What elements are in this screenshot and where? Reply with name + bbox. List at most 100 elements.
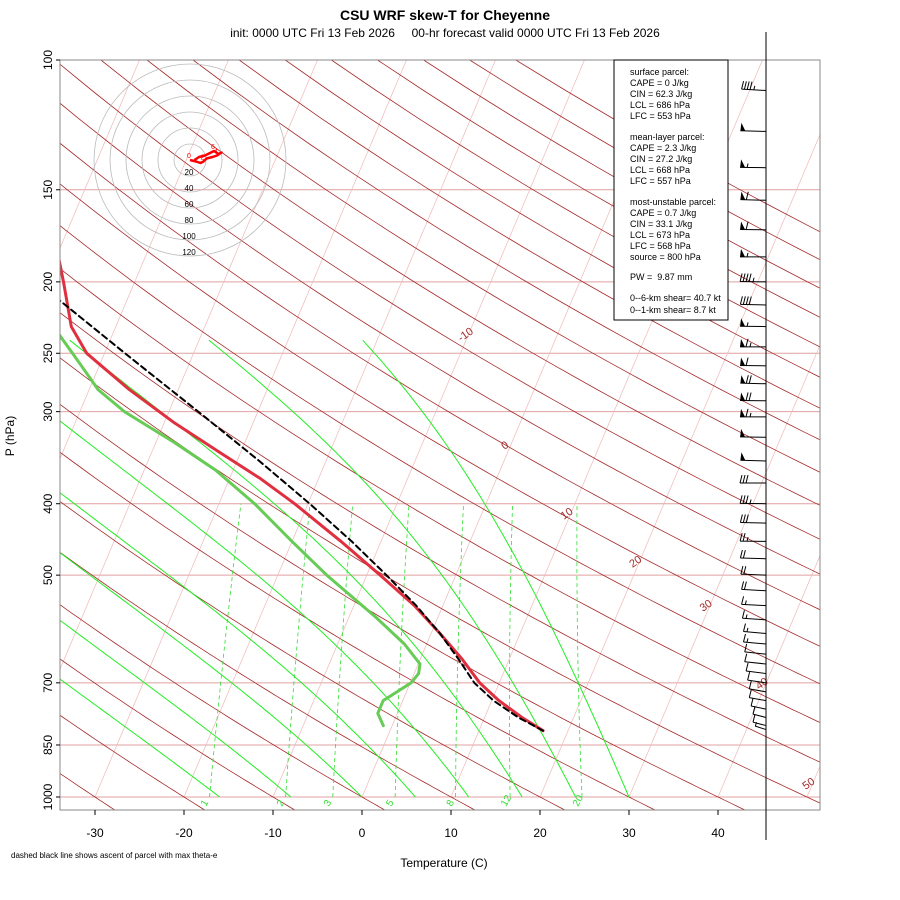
- moist-adiabat: [60, 552, 363, 798]
- hodograph-point-label: 0: [187, 153, 191, 160]
- hodograph-ring: [93, 63, 287, 257]
- mixing-ratio-line: [285, 503, 311, 798]
- isotherm-label: 30: [698, 598, 715, 615]
- grid-lines: [60, 60, 820, 810]
- wind-barb: [740, 159, 767, 169]
- wind-barb-full: [747, 671, 751, 681]
- dry-adiabat: [60, 268, 820, 723]
- wind-barb-staff: [749, 688, 767, 693]
- wind-barb-staff: [740, 303, 767, 306]
- wind-barb-half: [749, 499, 752, 504]
- wind-barb: [745, 662, 767, 675]
- wind-barb-full: [748, 375, 752, 384]
- wind-barb-full: [745, 495, 749, 504]
- mean-parcel-header: mean-layer parcel:: [630, 132, 705, 142]
- wind-barb-staff: [744, 661, 767, 665]
- isotherm-line: [60, 60, 140, 249]
- plot-frame: [59, 59, 821, 811]
- dry-adiabat: [60, 604, 386, 810]
- wind-barb-full: [739, 296, 743, 305]
- moist-adiabat: [60, 492, 416, 798]
- wind-barb-full: [742, 495, 746, 504]
- wind-barb-full: [743, 81, 747, 90]
- moist-adiabat: [60, 619, 292, 798]
- wind-barb-flag: [740, 191, 746, 200]
- wind-barb-full: [739, 495, 743, 504]
- mixing-ratio-label: 1: [199, 798, 212, 809]
- y-axis-label: P (hPa): [3, 416, 17, 456]
- wind-barb: [754, 722, 767, 731]
- wind-barb: [740, 248, 766, 258]
- wind-barb: [740, 452, 767, 462]
- mixing-ratio-line: [455, 503, 464, 797]
- isotherm-line: [806, 765, 820, 798]
- wind-barb-half: [746, 322, 749, 327]
- wind-barb: [739, 532, 767, 542]
- wind-barb-full: [745, 392, 749, 401]
- wind-barb-full: [741, 610, 745, 619]
- wind-barb-half: [753, 85, 756, 90]
- surface-cape: CAPE = 0 J/kg: [630, 78, 689, 88]
- wind-barb-flag: [740, 408, 745, 417]
- wind-barb-full: [743, 566, 747, 575]
- isotherm-line: [60, 60, 318, 671]
- wind-barb: [740, 338, 766, 348]
- mixing-ratio-line: [509, 503, 513, 798]
- wind-barb-full: [748, 680, 752, 689]
- mixing-ratio-label: 20: [571, 793, 586, 809]
- wind-barb-staff: [750, 705, 767, 710]
- wind-barb: [740, 375, 767, 385]
- moist-adiabat: [60, 678, 220, 798]
- wind-barb-full: [748, 689, 752, 698]
- wind-barb: [740, 191, 767, 201]
- wind-barb-staff: [747, 679, 767, 684]
- wind-barb-full: [745, 191, 749, 200]
- wind-barb-full: [745, 662, 749, 672]
- wind-barb-flag: [740, 318, 746, 327]
- hodograph-ring: [157, 127, 223, 193]
- temperature-line: [60, 256, 545, 733]
- wind-barb-full: [743, 581, 747, 590]
- mixing-ratio-line: [209, 503, 242, 798]
- wind-barb-half: [749, 412, 752, 418]
- mixing-ratio-label: 5: [384, 798, 397, 809]
- moist-adiabat: [60, 420, 470, 798]
- hodograph-ring-label: 20: [185, 168, 194, 177]
- wind-barb-full: [745, 357, 749, 366]
- isotherm-line: [272, 60, 585, 798]
- wind-barb-full: [741, 581, 745, 590]
- wind-barb-staff: [740, 521, 767, 524]
- wind-barb: [748, 680, 767, 693]
- surface-parcel-header: surface parcel:: [630, 67, 689, 77]
- isotherm-line: [628, 344, 820, 798]
- wind-barb-flag: [740, 221, 746, 230]
- wind-barb-staff: [749, 697, 767, 702]
- isotherm-label: 0: [499, 439, 511, 452]
- hodograph-trace: [189, 149, 223, 165]
- wind-barb-half: [746, 163, 749, 168]
- wind-barb-full: [745, 514, 749, 523]
- wind-barb: [747, 671, 767, 684]
- surface-lcl: LCL = 686 hPa: [630, 100, 690, 110]
- wind-barb: [742, 633, 767, 645]
- wind-barb-flag: [740, 122, 746, 131]
- temperature-tick-label: -20: [175, 826, 193, 840]
- mixing-ratio-labels: 1 2 3 5 8 12 20: [199, 793, 586, 809]
- wind-barb-full: [742, 532, 746, 542]
- dry-adiabat: [238, 60, 820, 409]
- wind-barb-full: [741, 81, 745, 90]
- wind-barb-staff: [740, 382, 767, 385]
- wind-barb-full: [750, 697, 754, 707]
- wind-barb-full: [748, 273, 752, 282]
- hodograph-point-label: 6: [211, 144, 215, 151]
- wind-barb-full: [752, 714, 756, 723]
- wind-barb: [741, 81, 767, 92]
- wind-barb-full: [742, 296, 746, 305]
- dry-adiabat: [100, 60, 820, 506]
- wind-barb: [750, 697, 767, 710]
- wind-barb: [739, 474, 766, 484]
- shear-0-1km: 0--1-km shear= 8.7 kt: [630, 305, 716, 315]
- isotherm-label: 20: [627, 554, 644, 571]
- wind-barb-half: [749, 342, 752, 347]
